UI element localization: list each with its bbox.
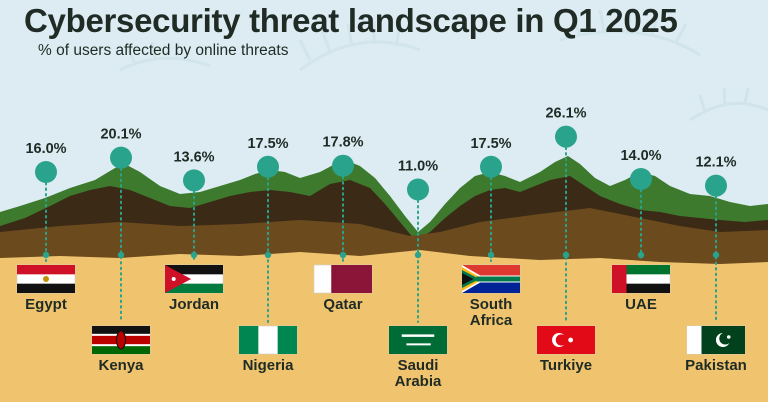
country-jordan: 13.6% Jordan: [164, 149, 224, 313]
kenya-flag: [91, 325, 151, 355]
country-uae: 14.0% UAE: [611, 148, 671, 313]
country-label: Qatar: [323, 296, 362, 313]
value-label: 12.1%: [695, 155, 736, 171]
data-marks: 16.0% Egypt 20.1% Kenya 13.6% Jordan 17.5% Nige…: [16, 106, 747, 390]
value-dot: [630, 168, 652, 190]
country-egypt: 16.0% Egypt: [16, 141, 76, 313]
country-label: Pakistan: [685, 357, 747, 374]
value-label: 17.8%: [322, 135, 363, 151]
anchor-dot: [562, 251, 570, 259]
value-label: 14.0%: [620, 148, 661, 164]
egypt-flag: [16, 264, 76, 294]
country-saudi-arabia: 11.0% Saudi Arabia: [388, 159, 448, 390]
country-label: Saudi Arabia: [395, 357, 442, 390]
anchor-dot: [117, 251, 125, 259]
brown-ground: [0, 208, 768, 264]
country-label: Turkiye: [540, 357, 592, 374]
anchor-dot: [190, 251, 198, 259]
country-kenya: 20.1% Kenya: [91, 127, 151, 374]
value-dot: [183, 169, 205, 192]
anchor-dot: [414, 251, 422, 259]
jordan-flag: [164, 264, 224, 294]
value-label: 17.5%: [247, 136, 288, 152]
nigeria-flag: [238, 325, 298, 355]
anchor-dot: [712, 251, 720, 259]
value-label: 13.6%: [173, 149, 214, 165]
country-pakistan: 12.1% Pakistan: [685, 155, 747, 374]
country-label: South Africa: [470, 296, 513, 329]
value-dot: [480, 155, 502, 178]
value-label: 26.1%: [545, 106, 586, 122]
anchor-dot: [637, 251, 645, 259]
value-dot: [35, 161, 57, 183]
anchor-dot: [487, 251, 495, 259]
chart-title: Cybersecurity threat landscape in Q1 202…: [24, 2, 678, 39]
country-label: Kenya: [98, 357, 144, 374]
anchor-dot: [264, 251, 272, 259]
palm-leaves-decoration: [119, 9, 768, 122]
country-south-africa: 17.5% South Africa: [461, 136, 521, 329]
country-nigeria: 17.5% Nigeria: [238, 136, 298, 374]
value-label: 16.0%: [25, 141, 66, 157]
uae-flag: [611, 264, 671, 294]
value-dot: [332, 154, 354, 177]
country-qatar: 17.8% Qatar: [313, 135, 373, 313]
saudi-arabia-flag: [388, 325, 448, 355]
chart-subtitle: % of users affected by online threats: [38, 42, 289, 59]
value-label: 11.0%: [398, 159, 438, 175]
qatar-flag: [313, 264, 373, 294]
south-africa-flag: [461, 264, 521, 294]
turkiye-flag: [536, 325, 596, 355]
value-label: 17.5%: [470, 136, 511, 152]
pakistan-flag: [686, 325, 746, 355]
value-label: 20.1%: [100, 127, 141, 143]
anchor-dot: [339, 251, 347, 259]
value-dot: [705, 174, 727, 197]
country-label: Jordan: [169, 296, 219, 313]
country-label: Egypt: [25, 296, 67, 313]
value-dot: [555, 125, 577, 148]
anchor-dot: [42, 251, 50, 259]
value-dot: [257, 155, 279, 178]
country-label: Nigeria: [243, 357, 295, 374]
country-label: UAE: [625, 296, 657, 313]
value-dot: [110, 146, 132, 169]
value-dot: [407, 178, 429, 201]
country-turkiye: 26.1% Turkiye: [536, 106, 596, 374]
